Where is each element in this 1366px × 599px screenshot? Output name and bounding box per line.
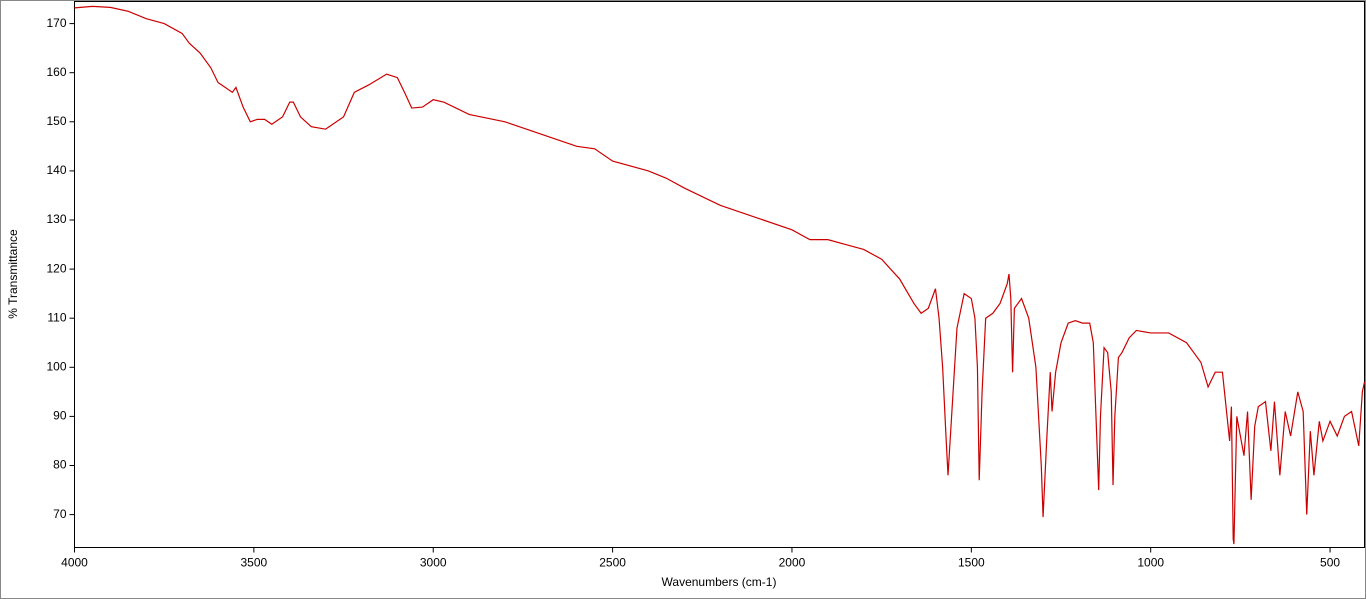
y-tick-label: 120 xyxy=(46,261,66,275)
y-tick-label: 80 xyxy=(53,458,67,472)
y-tick-label: 130 xyxy=(46,212,66,226)
y-tick-label: 140 xyxy=(46,163,66,177)
x-tick-label: 1500 xyxy=(958,556,985,570)
y-tick-label: 110 xyxy=(47,310,66,324)
y-tick-label: 150 xyxy=(46,114,66,128)
y-tick-label: 100 xyxy=(46,359,66,373)
x-tick-label: 2500 xyxy=(599,556,626,570)
plot-frame xyxy=(74,1,1365,548)
y-tick-label: 70 xyxy=(53,507,67,521)
x-tick-label: 2000 xyxy=(779,556,806,570)
x-tick-label: 1000 xyxy=(1137,556,1164,570)
y-tick-label: 90 xyxy=(53,409,67,423)
y-axis-label: % Transmittance xyxy=(6,229,20,319)
y-tick-label: 160 xyxy=(46,65,66,79)
x-tick-label: 500 xyxy=(1320,556,1340,570)
spectrum-line xyxy=(74,5,1366,545)
y-tick-label: 170 xyxy=(46,16,66,30)
x-axis-label: Wavenumbers (cm-1) xyxy=(662,575,777,589)
x-tick-label: 4000 xyxy=(61,556,88,570)
x-tick-label: 3000 xyxy=(420,556,447,570)
x-tick-label: 3500 xyxy=(241,556,268,570)
